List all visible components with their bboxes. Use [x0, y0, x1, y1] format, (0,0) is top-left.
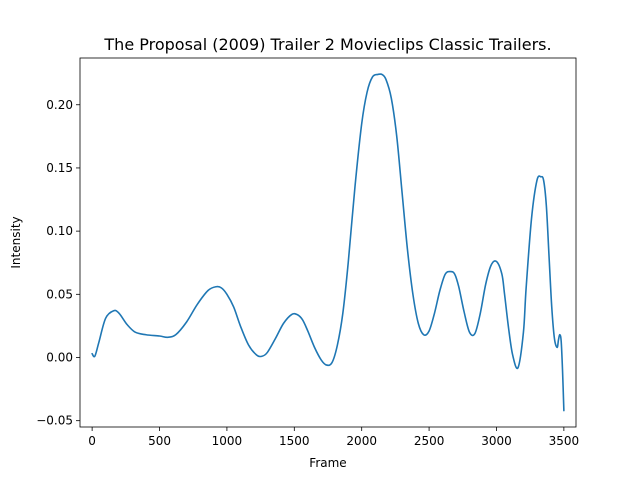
x-tick-label: 3000	[481, 434, 512, 448]
x-tick-label: 2000	[346, 434, 377, 448]
y-tick-label: 0.10	[46, 224, 73, 238]
x-axis-ticks: 0 500 1000 1500 2000 2500 3000 3500	[88, 427, 579, 448]
y-tick-label: 0.00	[46, 350, 73, 364]
x-tick-label: 3500	[549, 434, 580, 448]
intensity-series-line	[91, 73, 565, 412]
x-tick-label: 500	[148, 434, 171, 448]
y-axis-label: Intensity	[9, 216, 23, 268]
x-tick-label: 0	[88, 434, 96, 448]
plot-area	[91, 73, 565, 412]
y-tick-label: 0.15	[46, 161, 73, 175]
x-axis-label: Frame	[309, 456, 346, 470]
axes-frame	[79, 57, 577, 428]
x-tick-label: 2500	[414, 434, 445, 448]
y-axis-ticks: −0.05 0.00 0.05 0.10 0.15 0.20	[36, 98, 80, 428]
y-tick-label: 0.20	[46, 98, 73, 112]
chart-title: The Proposal (2009) Trailer 2 Movieclips…	[103, 35, 551, 54]
x-tick-label: 1500	[279, 434, 310, 448]
y-tick-label: 0.05	[46, 287, 73, 301]
x-tick-label: 1000	[212, 434, 243, 448]
y-tick-label: −0.05	[36, 414, 73, 428]
